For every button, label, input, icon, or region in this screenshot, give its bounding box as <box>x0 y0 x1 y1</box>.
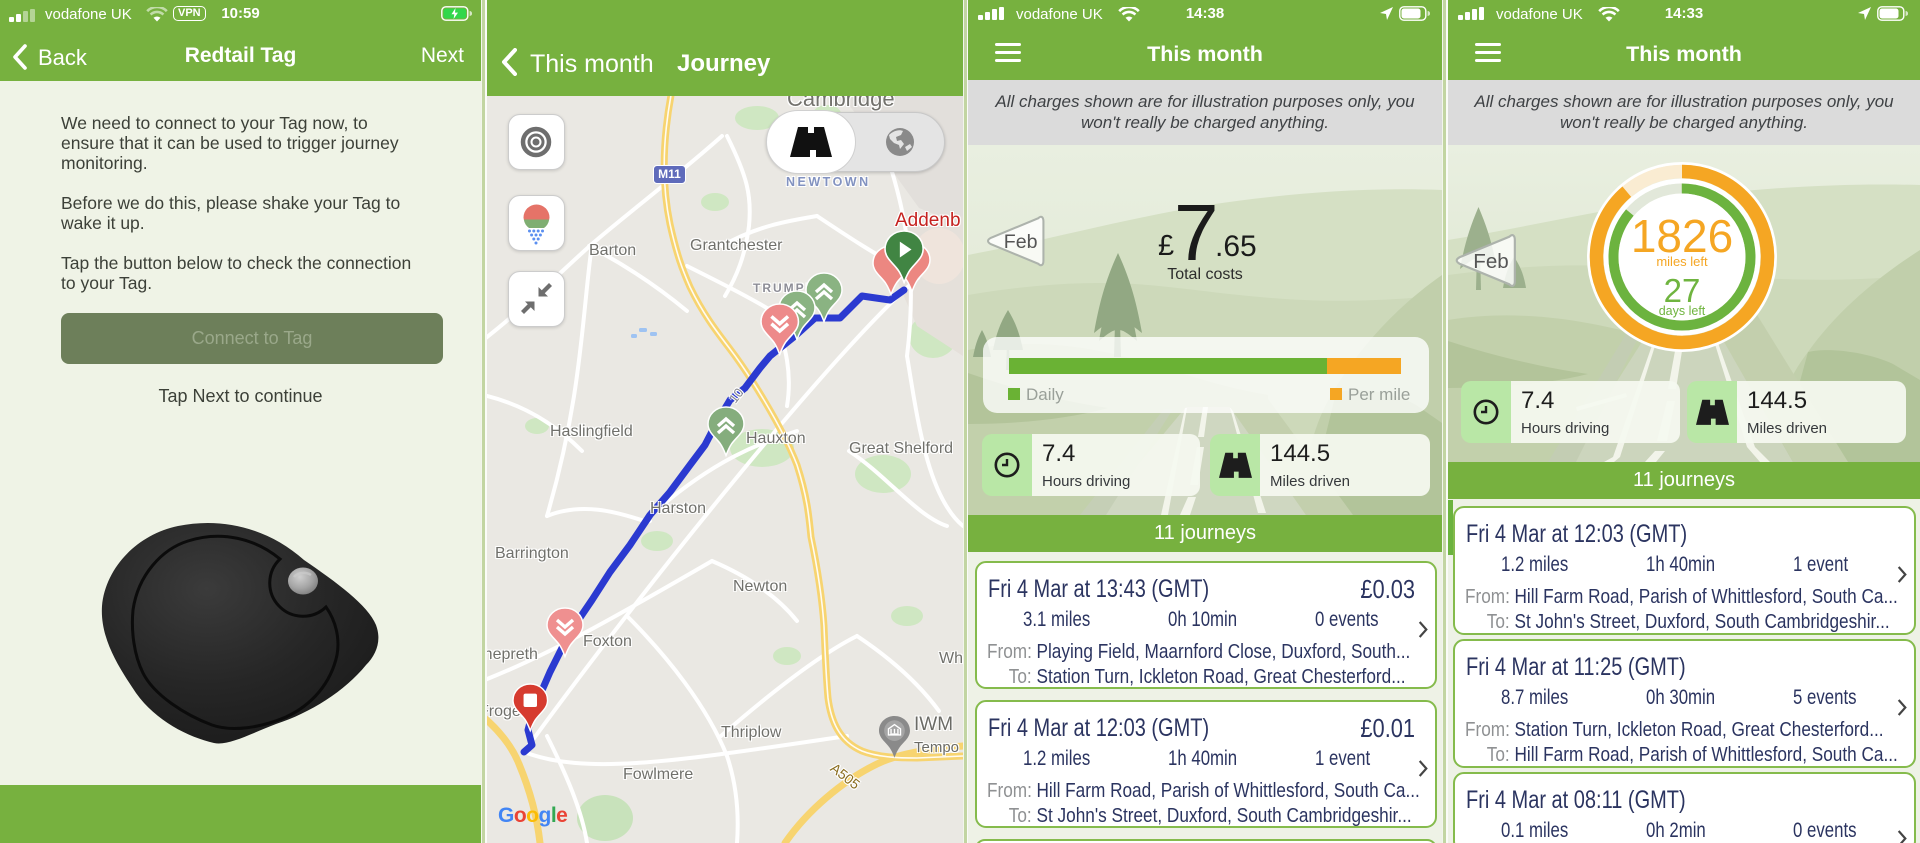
svg-text:1826: 1826 <box>1631 210 1733 262</box>
svg-text:miles left: miles left <box>1656 254 1708 269</box>
svg-text:Feb: Feb <box>1473 250 1508 273</box>
svg-text:days left: days left <box>1659 304 1706 318</box>
svg-text:Feb: Feb <box>1004 231 1038 253</box>
svg-text:27: 27 <box>1664 272 1701 309</box>
